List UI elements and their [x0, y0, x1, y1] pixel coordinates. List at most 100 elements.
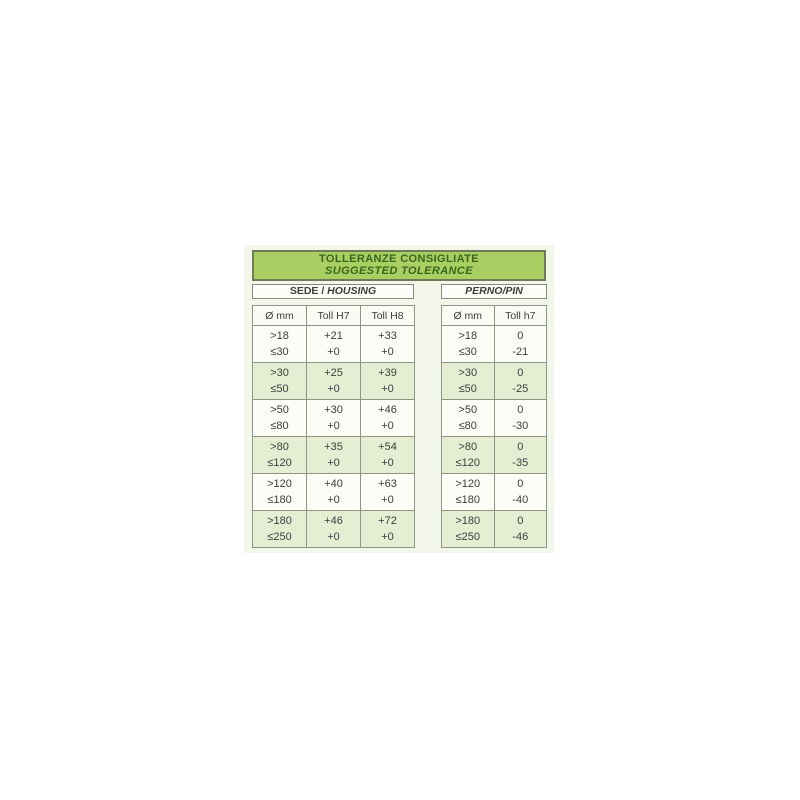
cell-value: +0 [381, 383, 394, 395]
housing-label-prefix: SEDE / [289, 285, 328, 297]
diameter-cell: >120 ≤180 [441, 473, 495, 511]
cell-value: >18 [270, 330, 289, 342]
cell-value: +0 [381, 346, 394, 358]
cell-value: +0 [381, 457, 394, 469]
cell-value: 0 [517, 367, 524, 379]
cell-value: +0 [327, 531, 340, 543]
toll-h8-cell: +63 +0 [360, 473, 415, 511]
title-banner: TOLLERANZE CONSIGLIATE SUGGESTED TOLERAN… [252, 250, 546, 281]
toll-h8-cell: +39 +0 [360, 362, 415, 400]
table-row: >30 ≤50 0 -25 [441, 362, 547, 400]
cell-value: +0 [381, 494, 394, 506]
toll-h7-cell: 0 -35 [493, 436, 547, 474]
title-english: SUGGESTED TOLERANCE [325, 265, 473, 277]
pin-col-diameter: Ø mm [441, 305, 495, 326]
toll-h7-cell: +46 +0 [306, 510, 361, 548]
cell-value: 0 [517, 330, 524, 342]
table-row: >18 ≤30 0 -21 [441, 325, 547, 363]
cell-value: >30 [458, 367, 478, 379]
table-row: >120 ≤180 +40 +0 +63 +0 [252, 473, 415, 511]
table-row: >180 ≤250 0 -46 [441, 510, 547, 548]
cell-value: 0 [517, 515, 524, 527]
cell-value: +0 [381, 420, 394, 432]
table-row: >120 ≤180 0 -40 [441, 473, 547, 511]
toll-h7-cell: +21 +0 [306, 325, 361, 363]
cell-value: +40 [324, 478, 343, 490]
cell-value: ≤120 [267, 457, 292, 469]
cell-value: 0 [517, 441, 524, 453]
cell-value: -46 [512, 531, 529, 543]
tolerance-panel: TOLLERANZE CONSIGLIATE SUGGESTED TOLERAN… [244, 245, 554, 553]
cell-value: +63 [378, 478, 397, 490]
title-italian: TOLLERANZE CONSIGLIATE [319, 253, 479, 265]
cell-value: +46 [378, 404, 397, 416]
table-row: >30 ≤50 +25 +0 +39 +0 [252, 362, 415, 400]
toll-h7-cell: 0 -40 [493, 473, 547, 511]
diameter-cell: >18 ≤30 [252, 325, 307, 363]
cell-value: ≤50 [458, 383, 477, 395]
diameter-cell: >180 ≤250 [252, 510, 307, 548]
toll-h7-cell: +35 +0 [306, 436, 361, 474]
cell-value: >120 [267, 478, 292, 490]
housing-col-toll-h7: Toll H7 [306, 305, 361, 326]
cell-value: >80 [270, 441, 289, 453]
cell-value: ≤120 [455, 457, 480, 469]
diameter-cell: >50 ≤80 [252, 399, 307, 437]
toll-h7-cell: 0 -30 [493, 399, 547, 437]
housing-section-header: SEDE / HOUSING [252, 284, 414, 299]
cell-value: +0 [327, 494, 340, 506]
cell-value: +0 [327, 383, 340, 395]
cell-value: >180 [455, 515, 481, 527]
cell-value: 0 [517, 404, 524, 416]
toll-h7-cell: 0 -46 [493, 510, 547, 548]
cell-value: -40 [512, 494, 529, 506]
housing-table: Ø mm Toll H7 Toll H8 >18 ≤30 +21 +0 +33 +0 … [252, 305, 415, 548]
cell-value: -21 [512, 346, 529, 358]
housing-label-italic: HOUSING [327, 285, 377, 297]
table-row: >180 ≤250 +46 +0 +72 +0 [252, 510, 415, 548]
pin-table: Ø mm Toll h7 >18 ≤30 0 -21 >30 ≤50 0 -25 >50… [441, 305, 547, 548]
diameter-cell: >80 ≤120 [441, 436, 495, 474]
cell-value: ≤80 [270, 420, 289, 432]
cell-value: +21 [324, 330, 343, 342]
toll-h7-cell: 0 -25 [493, 362, 547, 400]
toll-h7-cell: +25 +0 [306, 362, 361, 400]
housing-header-row: Ø mm Toll H7 Toll H8 [252, 305, 415, 326]
cell-value: -25 [512, 383, 529, 395]
cell-value: ≤30 [458, 346, 477, 358]
cell-value: ≤250 [267, 531, 292, 543]
cell-value: ≤30 [270, 346, 289, 358]
toll-h8-cell: +33 +0 [360, 325, 415, 363]
cell-value: -30 [512, 420, 529, 432]
diameter-cell: >50 ≤80 [441, 399, 495, 437]
cell-value: +0 [381, 531, 394, 543]
cell-value: >120 [455, 478, 481, 490]
cell-value: +35 [324, 441, 343, 453]
cell-value: ≤50 [270, 383, 289, 395]
pin-col-toll-h7: Toll h7 [493, 305, 547, 326]
toll-h7-cell: +40 +0 [306, 473, 361, 511]
cell-value: +46 [324, 515, 343, 527]
toll-h7-cell: +30 +0 [306, 399, 361, 437]
cell-value: ≤180 [455, 494, 480, 506]
table-row: >50 ≤80 +30 +0 +46 +0 [252, 399, 415, 437]
cell-value: +30 [324, 404, 343, 416]
cell-value: -35 [512, 457, 529, 469]
cell-value: >180 [267, 515, 292, 527]
cell-value: +0 [327, 420, 340, 432]
toll-h8-cell: +54 +0 [360, 436, 415, 474]
cell-value: ≤250 [455, 531, 480, 543]
diameter-cell: >180 ≤250 [441, 510, 495, 548]
cell-value: >50 [270, 404, 289, 416]
cell-value: >30 [270, 367, 289, 379]
diameter-cell: >120 ≤180 [252, 473, 307, 511]
table-row: >18 ≤30 +21 +0 +33 +0 [252, 325, 415, 363]
cell-value: >50 [458, 404, 478, 416]
toll-h7-cell: 0 -21 [493, 325, 547, 363]
cell-value: +0 [327, 457, 340, 469]
table-row: >50 ≤80 0 -30 [441, 399, 547, 437]
pin-header-row: Ø mm Toll h7 [441, 305, 547, 326]
pin-section-header: PERNO/PIN [441, 284, 547, 299]
diameter-cell: >18 ≤30 [441, 325, 495, 363]
cell-value: +33 [378, 330, 397, 342]
